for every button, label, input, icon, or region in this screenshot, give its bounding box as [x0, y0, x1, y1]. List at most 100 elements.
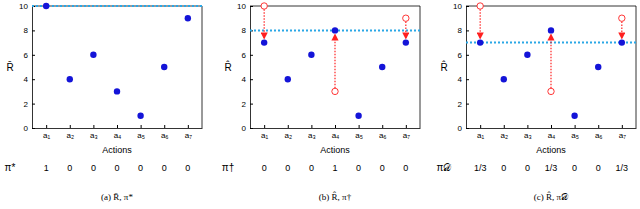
x-tick: a₂ — [500, 125, 508, 140]
policy-value: 0 — [572, 163, 577, 173]
caption: (a) R̄, π* — [101, 192, 133, 202]
x-tick-line — [311, 125, 312, 128]
y-axis: 0246810 — [19, 2, 35, 133]
x-tick-line — [335, 125, 336, 128]
y-tick-label: 10 — [453, 2, 462, 11]
x-tick-label: a₂ — [284, 131, 292, 140]
point — [332, 27, 338, 33]
policy-value: 0 — [138, 163, 143, 173]
x-tick-label: a₂ — [66, 131, 74, 140]
point — [285, 76, 291, 82]
policy-label: π𝒟 — [437, 162, 452, 173]
point — [161, 64, 167, 70]
x-tick: a₁ — [43, 125, 50, 140]
policy-value: 0 — [380, 163, 385, 173]
y-tick-line — [250, 6, 253, 7]
y-tick-line — [466, 55, 469, 56]
y-tick-label: 0 — [24, 124, 29, 133]
point — [137, 113, 143, 119]
x-tick-line — [406, 125, 407, 128]
y-tick-label: 2 — [458, 100, 463, 109]
point — [43, 3, 49, 9]
y-axis-title: R̂ — [224, 60, 231, 73]
frame-right — [636, 6, 637, 128]
policy-value: 0 — [309, 163, 314, 173]
point — [308, 52, 314, 58]
point — [548, 27, 554, 33]
x-tick: a₆ — [379, 125, 387, 140]
x-tick-label: a₇ — [185, 131, 192, 140]
y-tick-label: 0 — [458, 124, 463, 133]
x-tick: a₇ — [619, 125, 626, 140]
policy-value: 1 — [332, 163, 337, 173]
x-tick-label: a₄ — [332, 131, 340, 140]
x-tick: a₁ — [261, 125, 268, 140]
x-axis-line — [251, 128, 421, 129]
y-tick-label: 8 — [242, 26, 247, 35]
x-tick-line — [598, 125, 599, 128]
policy-value: 0 — [262, 163, 267, 173]
frame-top — [32, 6, 202, 7]
point — [114, 88, 120, 94]
point — [571, 113, 577, 119]
y-tick: 6 — [242, 51, 253, 60]
y-tick-line — [250, 104, 253, 105]
frame-top — [250, 6, 420, 7]
x-axis-title: Actions — [536, 145, 566, 155]
point — [524, 52, 530, 58]
policy-value: 0 — [596, 163, 601, 173]
policy-label: π* — [5, 162, 16, 173]
x-tick-line — [117, 125, 118, 128]
x-axis: a₁a₂a₃a₄a₅a₆a₇ — [467, 125, 637, 140]
policy-value: 1/3 — [474, 163, 487, 173]
y-tick: 10 — [237, 2, 253, 11]
policy-value: 1 — [44, 163, 49, 173]
x-tick-label: a₇ — [619, 131, 626, 140]
point — [332, 88, 338, 94]
x-axis: a₁a₂a₃a₄a₅a₆a₇ — [251, 125, 421, 140]
frame-right — [202, 6, 203, 128]
plot-data — [32, 3, 202, 119]
y-tick-label: 8 — [24, 26, 29, 35]
y-tick-line — [250, 79, 253, 80]
x-tick: a₃ — [524, 125, 532, 140]
y-tick: 6 — [458, 51, 469, 60]
y-tick-line — [466, 79, 469, 80]
x-tick: a₇ — [403, 125, 410, 140]
figure: 0246810a₁a₂a₃a₄a₅a₆a₇R̄Actionsπ*1000000(… — [0, 0, 640, 209]
frame-top — [466, 6, 636, 7]
y-tick-label: 2 — [24, 100, 29, 109]
y-axis-line — [32, 7, 33, 129]
y-tick-label: 10 — [19, 2, 28, 11]
x-tick: a₆ — [595, 125, 603, 140]
arrow — [405, 21, 406, 39]
x-axis-line — [33, 128, 203, 129]
x-tick: a₃ — [90, 125, 98, 140]
x-tick-label: a₁ — [261, 131, 268, 140]
x-tick-label: a₂ — [500, 131, 508, 140]
arrow — [334, 34, 335, 88]
point — [548, 88, 554, 94]
x-axis-title: Actions — [320, 145, 350, 155]
frame-right — [420, 6, 421, 128]
y-tick-label: 10 — [237, 2, 246, 11]
y-axis-title: R̂ — [440, 60, 447, 73]
point — [501, 76, 507, 82]
plot-data — [466, 3, 636, 119]
x-tick-label: a₅ — [137, 131, 145, 140]
point — [67, 76, 73, 82]
y-tick: 2 — [24, 100, 35, 109]
x-tick: a₁ — [477, 125, 484, 140]
x-tick: a₆ — [161, 125, 169, 140]
x-tick-line — [70, 125, 71, 128]
x-tick-label: a₃ — [308, 131, 316, 140]
y-tick-line — [466, 104, 469, 105]
y-tick-label: 4 — [24, 75, 29, 84]
point — [90, 52, 96, 58]
panel: 0246810a₁a₂a₃a₄a₅a₆a₇R̂Actionsπ†0001000(… — [222, 2, 421, 202]
x-tick-line — [264, 125, 265, 128]
point — [261, 39, 267, 45]
y-axis: 0246810 — [453, 2, 469, 133]
x-tick-line — [382, 125, 383, 128]
y-tick-line — [32, 30, 35, 31]
